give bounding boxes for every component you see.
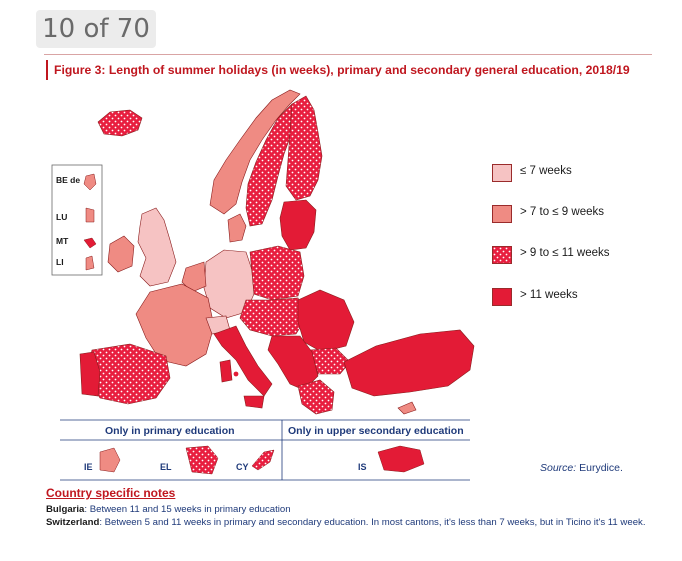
inset-li-shape — [85, 255, 95, 271]
legend-label-9to11: > 9 to ≤ 11 weeks — [520, 247, 610, 259]
note-switzerland: Switzerland: Between 5 and 11 weeks in p… — [46, 517, 651, 529]
inset-lu-shape — [85, 207, 95, 223]
legend-label-7to9: > 7 to ≤ 9 weeks — [520, 206, 604, 218]
iceland-region — [97, 109, 143, 137]
note-bulgaria-country: Bulgaria — [46, 504, 85, 515]
greece-region — [297, 379, 335, 415]
note-switzerland-country: Switzerland — [46, 517, 100, 528]
panel-label-is: IS — [358, 462, 367, 472]
note-bulgaria-text: : Between 11 and 15 weeks in primary edu… — [84, 504, 291, 515]
legend-swatch-le7 — [492, 164, 512, 182]
figure-title: Figure 3: Length of summer holidays (in … — [46, 60, 674, 80]
source-value: Eurydice. — [579, 462, 623, 474]
panel-el-shape — [185, 445, 219, 475]
legend-label-le7: ≤ 7 weeks — [520, 165, 572, 177]
panel-label-ie: IE — [84, 462, 93, 472]
finland-region — [285, 95, 323, 201]
ireland-region — [107, 235, 135, 273]
panel-cy-shape — [251, 449, 275, 471]
poland-region — [249, 245, 305, 301]
romania-region — [297, 289, 355, 353]
portugal-region — [79, 351, 101, 397]
panel-is-shape — [377, 445, 425, 473]
inset-mt-label: MT — [56, 236, 69, 246]
panel-heading-upper-secondary: Only in upper secondary education — [288, 425, 464, 437]
page-indicator: 10 of 70 — [36, 10, 156, 48]
inset-be-de-shape — [83, 173, 97, 191]
legend-swatch-9to11 — [492, 246, 512, 264]
central-europe-region — [239, 297, 307, 337]
turkey-region — [343, 329, 475, 397]
inset-mt-shape — [83, 237, 97, 249]
inset-lu-label: LU — [56, 212, 68, 222]
note-switzerland-text: : Between 5 and 11 weeks in primary and … — [99, 517, 646, 528]
norway-region — [209, 89, 301, 215]
legend-swatch-gt11 — [492, 288, 512, 306]
baltic-region — [279, 199, 317, 251]
top-divider — [44, 54, 652, 55]
sicily-region — [243, 395, 265, 409]
france-region — [135, 283, 215, 367]
uk-region — [137, 207, 177, 287]
note-bulgaria: Bulgaria: Between 11 and 15 weeks in pri… — [46, 504, 651, 516]
notes-heading: Country specific notes — [46, 486, 176, 500]
panel-ie-shape — [99, 447, 121, 473]
legend-swatch-7to9 — [492, 205, 512, 223]
sardinia-region — [219, 359, 233, 383]
source-line: Source: Eurydice. — [540, 462, 623, 474]
italy-region — [213, 325, 273, 397]
inset-be-de-label: BE de — [56, 175, 81, 185]
denmark-region — [227, 213, 247, 243]
source-label: Source: — [540, 462, 577, 474]
benelux-region — [181, 261, 207, 293]
panel-label-cy: CY — [236, 462, 249, 472]
panel-label-el: EL — [160, 462, 172, 472]
legend-label-gt11: > 11 weeks — [520, 289, 578, 301]
malta-region — [233, 371, 239, 377]
inset-li-label: LI — [56, 257, 64, 267]
panel-heading-primary: Only in primary education — [105, 425, 235, 437]
cyprus-region — [397, 401, 417, 415]
